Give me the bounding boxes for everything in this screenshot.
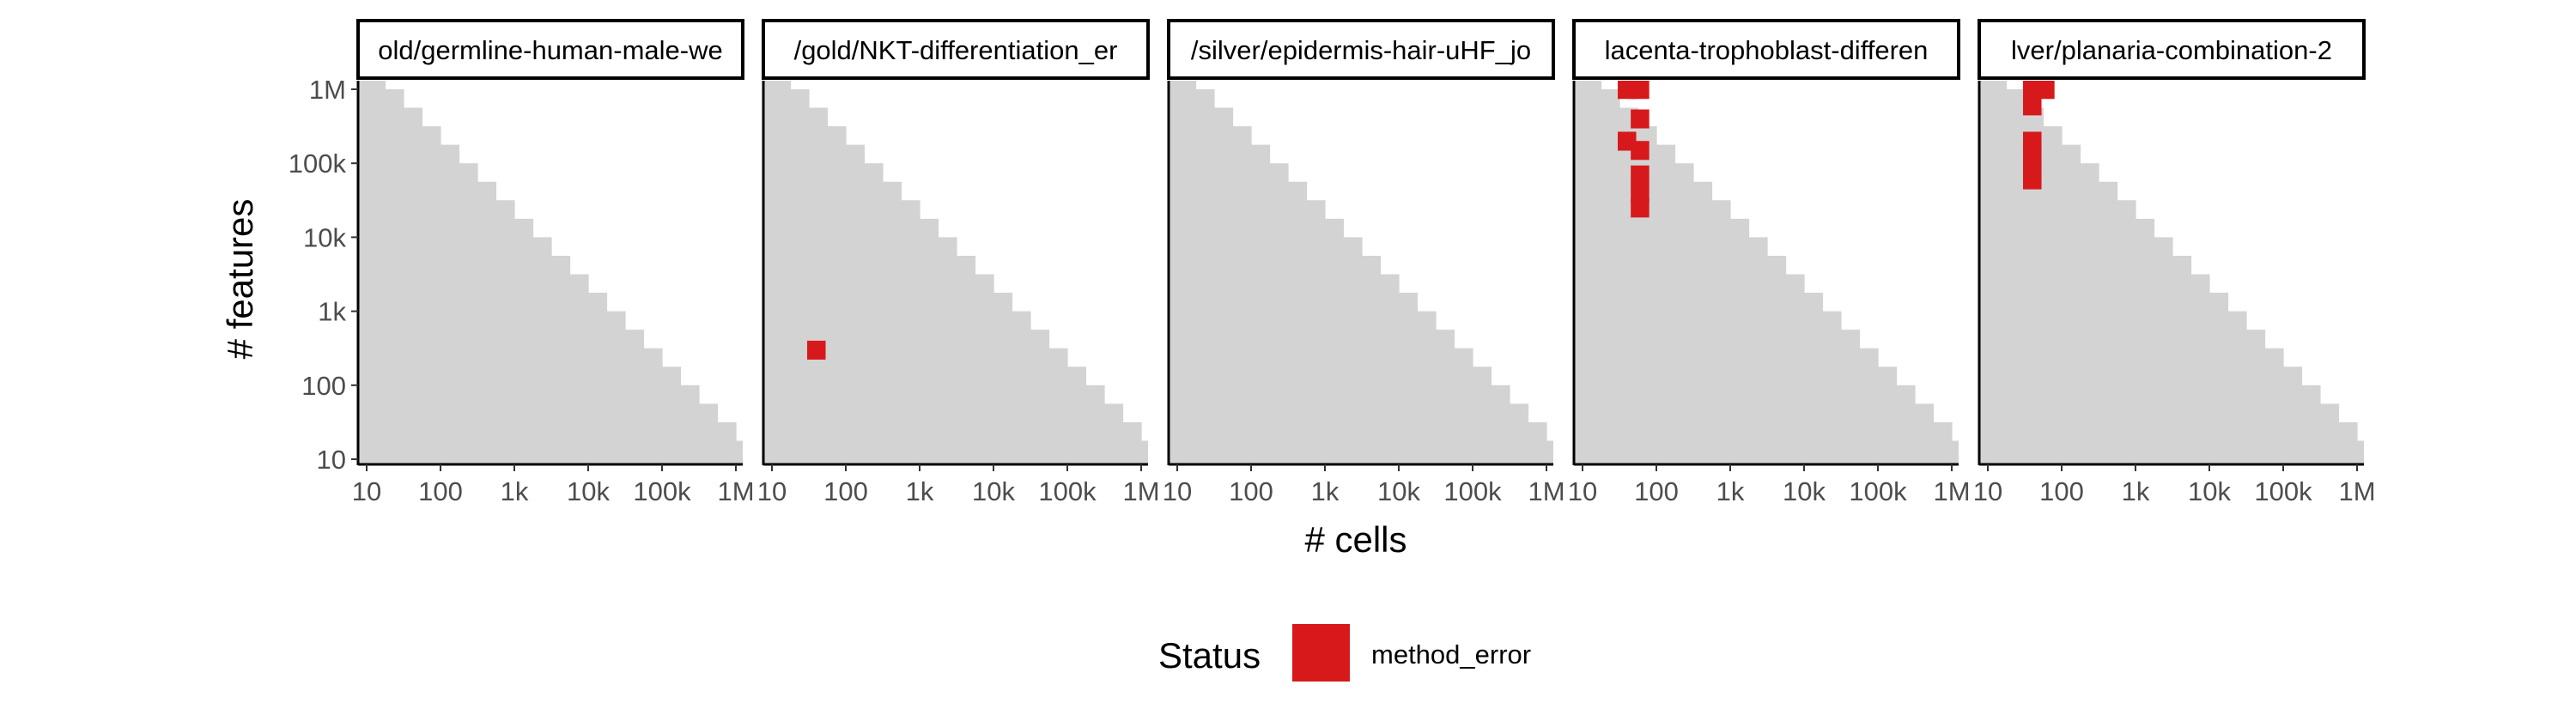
method-error-cell	[1631, 183, 1649, 203]
x-tick-label: 100k	[1443, 476, 1502, 506]
x-tick-label: 1M	[2338, 476, 2375, 506]
facet-strip	[356, 19, 744, 80]
facet-strip-label: lver/planaria-combination-2	[2011, 35, 2332, 65]
x-tick-label: 100	[1634, 476, 1679, 506]
facet-panel: 10 100 1k 10k 100k 1M lver/planaria-combinatio…	[1973, 19, 2376, 506]
y-tick-label: 100	[301, 371, 346, 401]
x-tick-label: 1k	[2122, 476, 2150, 506]
tested-region	[358, 81, 743, 464]
legend: Status method_error	[1158, 624, 1531, 682]
tested-region	[763, 81, 1148, 464]
x-tick-label: 10k	[2188, 476, 2231, 506]
panel-body	[763, 81, 1148, 464]
facet-strip-label: old/germline-human-male-we	[378, 35, 722, 65]
method-error-cell	[1631, 81, 1649, 100]
facet-strip	[1978, 19, 2366, 80]
x-tick-label: 100	[823, 476, 868, 506]
x-tick-label: 10k	[567, 476, 610, 506]
y-tick-label: 100k	[289, 148, 347, 179]
y-axis: 10 100 1k 10k 100k 1M	[289, 75, 358, 475]
x-tick-label: 10	[352, 476, 381, 506]
x-tick-label: 10	[1163, 476, 1192, 506]
facet-strip	[1167, 19, 1555, 80]
x-tick-label: 10k	[1377, 476, 1420, 506]
facet-panel: 10 100 1k 10k 100k 1M/gold/NKT-differentiatio…	[757, 19, 1160, 506]
method-error-cell	[2023, 131, 2042, 151]
x-tick-label: 100k	[1038, 476, 1097, 506]
x-tick-label: 10	[1973, 476, 2002, 506]
y-tick-label: 1M	[309, 75, 346, 105]
y-tick-label: 10	[317, 445, 346, 475]
panel-body	[1979, 81, 2364, 464]
y-axis-title: # features	[220, 199, 260, 360]
method-error-cell	[2036, 81, 2055, 100]
x-axis-title: # cells	[1304, 519, 1406, 560]
x-tick-label: 1k	[1716, 476, 1745, 506]
y-tick-label: 1k	[318, 297, 346, 327]
x-tick-label: 1M	[1933, 476, 1970, 506]
legend-label-method-error: method_error	[1371, 639, 1531, 670]
method-error-cell	[1631, 109, 1649, 129]
panel-body	[1169, 81, 1553, 464]
x-tick-label: 1M	[717, 476, 754, 506]
x-tick-label: 100k	[2254, 476, 2312, 506]
x-tick-label: 100	[2039, 476, 2084, 506]
tested-region	[1979, 81, 2364, 464]
y-tick-label: 10k	[303, 222, 346, 252]
facet-panel: 10 100 1k 10k 100k 1M old/germline-human-male-…	[352, 19, 755, 506]
legend-title: Status	[1158, 635, 1261, 676]
tested-region	[1169, 81, 1553, 464]
x-tick-label: 1M	[1528, 476, 1564, 506]
facet-panel: 10 100 1k 10k 100k 1M lacenta-trophoblast-diff…	[1568, 19, 1971, 506]
method-error-cell	[2023, 170, 2042, 190]
facet-panel: 10 100 1k 10k 100k 1M/silver/epidermis-hair-u…	[1163, 19, 1565, 506]
method-error-cell	[1631, 198, 1649, 218]
x-tick-label: 10k	[1783, 476, 1826, 506]
x-tick-label: 1k	[501, 476, 529, 506]
facet-strip	[1572, 19, 1960, 80]
x-tick-label: 10k	[972, 476, 1015, 506]
tested-region	[1574, 81, 1959, 464]
facet-strip-label: /silver/epidermis-hair-uHF_jo	[1191, 35, 1531, 65]
x-tick-label: 1k	[906, 476, 934, 506]
x-tick-label: 10	[757, 476, 787, 506]
method-error-cell	[807, 340, 826, 360]
legend-key-method-error	[1292, 624, 1350, 682]
x-tick-label: 1M	[1122, 476, 1159, 506]
x-tick-label: 100k	[633, 476, 691, 506]
x-tick-label: 10	[1568, 476, 1597, 506]
facet-panels: 10 100 1k 10k 100k 1M old/germline-human-male-…	[352, 19, 2376, 506]
x-tick-label: 100	[418, 476, 463, 506]
facet-strip	[762, 19, 1150, 80]
panel-body	[358, 81, 743, 464]
x-tick-label: 1k	[1311, 476, 1340, 506]
x-tick-label: 100k	[1849, 476, 1907, 506]
x-tick-label: 100	[1229, 476, 1273, 506]
method-error-cell	[1631, 141, 1649, 161]
method-error-cell	[2023, 96, 2042, 116]
facet-strip-label: lacenta-trophoblast-differen	[1605, 35, 1929, 65]
facet-strip-label: /gold/NKT-differentiation_er	[794, 35, 1118, 65]
method-error-cell	[1631, 165, 1649, 185]
panel-body	[1574, 81, 1959, 464]
